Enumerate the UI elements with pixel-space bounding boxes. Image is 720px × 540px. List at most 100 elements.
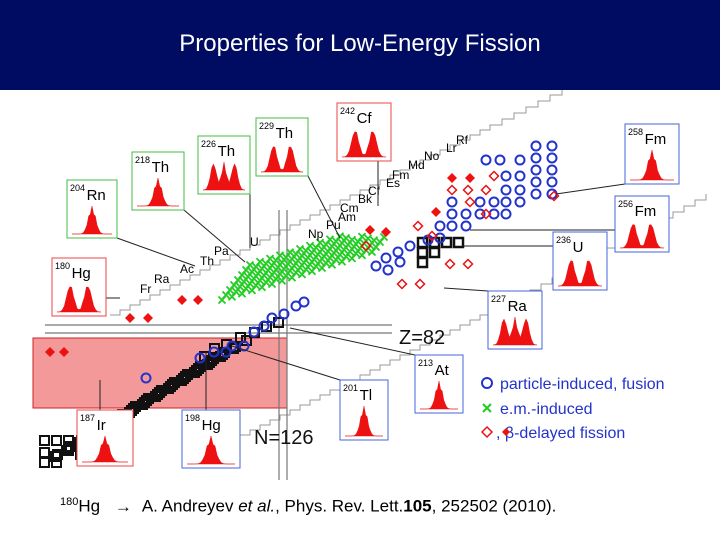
circle-marker	[494, 154, 506, 166]
circle-marker	[382, 264, 394, 276]
em-induced-markers	[217, 232, 389, 305]
inset-226-th: 226 Th	[197, 135, 251, 195]
open-diamond-marker	[414, 278, 426, 290]
inset-element: Hg	[72, 265, 91, 282]
mass-distribution-histogram	[72, 205, 112, 235]
cross-stroke	[305, 241, 315, 250]
inset-213-at: 213 At	[414, 354, 464, 414]
circle-marker	[446, 220, 458, 232]
connector-line	[116, 237, 196, 267]
circle-marker	[226, 340, 238, 352]
particle-induced-markers	[140, 140, 558, 384]
inset-258-fm: 258 Fm	[624, 123, 680, 185]
cross-stroke	[369, 236, 379, 245]
mass-distribution-histogram	[260, 146, 304, 173]
circle-marker	[370, 260, 382, 272]
mass-distribution-histogram	[341, 131, 387, 158]
circle-marker	[392, 246, 404, 258]
circle-marker	[546, 176, 558, 188]
element-label-rf: Rf	[456, 133, 469, 147]
inset-mass-number: 198	[185, 413, 200, 423]
cross-stroke	[275, 251, 285, 260]
nucleus-square	[180, 371, 191, 382]
filled-diamond-marker	[193, 295, 203, 305]
inset-204-rn: 204 Rn	[66, 179, 118, 239]
circle-marker	[258, 320, 270, 332]
filled-diamond-marker	[465, 173, 475, 183]
inset-242-cf: 242 Cf	[336, 102, 392, 162]
magic-z-label: Z=82	[399, 327, 445, 349]
filled-diamond-marker	[431, 207, 441, 217]
open-diamond-marker	[426, 230, 438, 242]
cross-icon	[482, 403, 492, 413]
circle-marker	[514, 184, 526, 196]
inset-mass-number: 256	[618, 199, 633, 209]
cross-marker	[341, 233, 351, 243]
circle-marker	[460, 220, 472, 232]
circle-marker	[530, 188, 542, 200]
circle-marker	[488, 196, 500, 208]
filled-diamond-marker	[143, 313, 153, 323]
element-label-cf: Cf	[368, 184, 381, 198]
cross-stroke	[325, 235, 335, 244]
mass-distribution-histogram	[137, 177, 179, 207]
mass-distribution-histogram	[345, 405, 383, 437]
legend: particle-induced, fusion e.m.-induced , …	[480, 376, 665, 442]
open-diamond-marker	[464, 196, 476, 208]
open-diamond-marker	[488, 170, 500, 182]
cross-marker	[265, 254, 275, 263]
citation-etal: et al.	[238, 496, 276, 516]
inset-229-th: 229 Th	[255, 117, 309, 177]
inset-mass-number: 204	[70, 183, 85, 193]
element-label-u: U	[250, 235, 259, 249]
filled-diamond-marker	[365, 225, 375, 235]
circle-marker	[546, 140, 558, 152]
cross-stroke	[335, 232, 345, 241]
circle-marker	[480, 154, 492, 166]
element-label-no: No	[424, 149, 440, 163]
mass-distribution-histogram	[187, 435, 235, 465]
circle-marker	[500, 184, 512, 196]
circle-marker	[248, 326, 260, 338]
inset-frame	[336, 102, 392, 162]
citation-authors: A. Andreyev	[141, 496, 239, 516]
mass-distribution-histogram	[619, 224, 665, 249]
title-bar: Properties for Low-Energy Fission	[0, 0, 720, 90]
nucleus-square	[169, 377, 180, 388]
cross-stroke	[315, 238, 325, 247]
inset-mass-number: 236	[556, 235, 571, 245]
circle-marker	[514, 154, 526, 166]
nucleus-square	[452, 236, 465, 249]
circle-marker	[194, 352, 206, 364]
nucleus-square	[39, 457, 50, 468]
open-diamond-marker	[462, 184, 474, 196]
connector-line	[231, 345, 341, 381]
element-label-am: Am	[338, 210, 356, 224]
nucleus-square	[63, 445, 74, 456]
nucleus-square	[167, 379, 178, 390]
inset-mass-number: 227	[491, 294, 506, 304]
nucleus-square	[428, 246, 441, 259]
filled-diamond-marker	[125, 313, 135, 323]
inset-element: U	[573, 239, 584, 256]
circle-marker	[446, 208, 458, 220]
inset-element: Th	[218, 143, 236, 160]
circle-marker	[460, 208, 472, 220]
cross-marker	[275, 251, 285, 260]
inset-198-hg: 198 Hg	[181, 409, 241, 469]
cross-marker	[305, 241, 315, 250]
element-label-fr: Fr	[140, 282, 151, 296]
mass-distribution-histogram	[420, 380, 458, 410]
inset-element: Rn	[87, 187, 106, 204]
nucleus-square	[154, 387, 165, 398]
nucleus-square	[39, 435, 50, 446]
filled-diamond-marker	[447, 173, 457, 183]
inset-236-u: 236 U	[552, 231, 608, 291]
cross-stroke	[347, 235, 357, 244]
mass-distribution-histogram	[557, 260, 603, 287]
inset-mass-number: 226	[201, 139, 216, 149]
circle-marker	[530, 140, 542, 152]
element-label-ac: Ac	[180, 262, 194, 276]
element-label-md: Md	[408, 158, 425, 172]
nucleus-square	[241, 335, 252, 346]
